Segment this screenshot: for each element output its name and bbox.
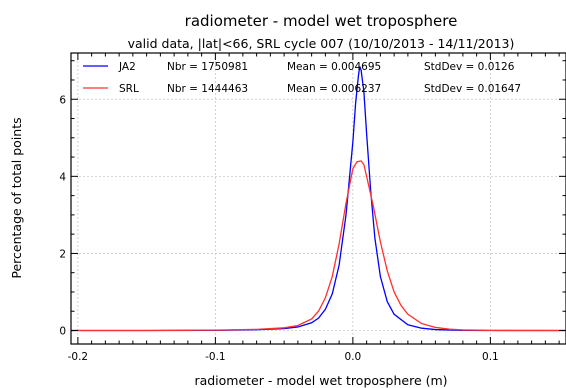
legend-mean-srl: Mean = 0.006237 — [287, 83, 381, 95]
y-tick-label: 4 — [59, 171, 66, 183]
legend-name-srl: SRL — [119, 83, 139, 95]
chart-subtitle: valid data, |lat|<66, SRL cycle 007 (10/… — [128, 36, 515, 51]
legend-nbr-ja2: Nbr = 1750981 — [167, 61, 248, 73]
legend-name-ja2: JA2 — [118, 61, 136, 73]
y-tick-label: 2 — [59, 248, 66, 260]
plot-border — [70, 52, 566, 345]
series-line-ja2 — [71, 66, 566, 332]
y-axis-label: Percentage of total points — [9, 117, 24, 278]
series-lines — [71, 66, 566, 332]
y-tick-label: 6 — [59, 94, 66, 106]
plot-frame — [70, 52, 566, 345]
x-tick-label: 0.1 — [482, 351, 499, 363]
x-tick-label: -0.1 — [205, 351, 226, 363]
legend-nbr-srl: Nbr = 1444463 — [167, 83, 248, 95]
chart-title: radiometer - model wet troposphere — [185, 12, 458, 30]
grid — [71, 53, 566, 344]
legend-stddev-srl: StdDev = 0.01647 — [424, 83, 521, 95]
x-axis-label: radiometer - model wet troposphere (m) — [194, 373, 447, 388]
axis-ticks: -0.2 -0.1 0.0 0.1 0 2 4 6 — [59, 53, 566, 363]
y-tick-label: 0 — [59, 326, 66, 338]
legend-mean-ja2: Mean = 0.004695 — [287, 61, 381, 73]
legend: JA2 Nbr = 1750981 Mean = 0.004695 StdDev = … — [83, 61, 521, 95]
x-tick-label: 0.0 — [345, 351, 362, 363]
x-tick-label: -0.2 — [68, 351, 89, 363]
legend-stddev-ja2: StdDev = 0.0126 — [424, 61, 515, 73]
series-line-srl — [71, 160, 566, 332]
